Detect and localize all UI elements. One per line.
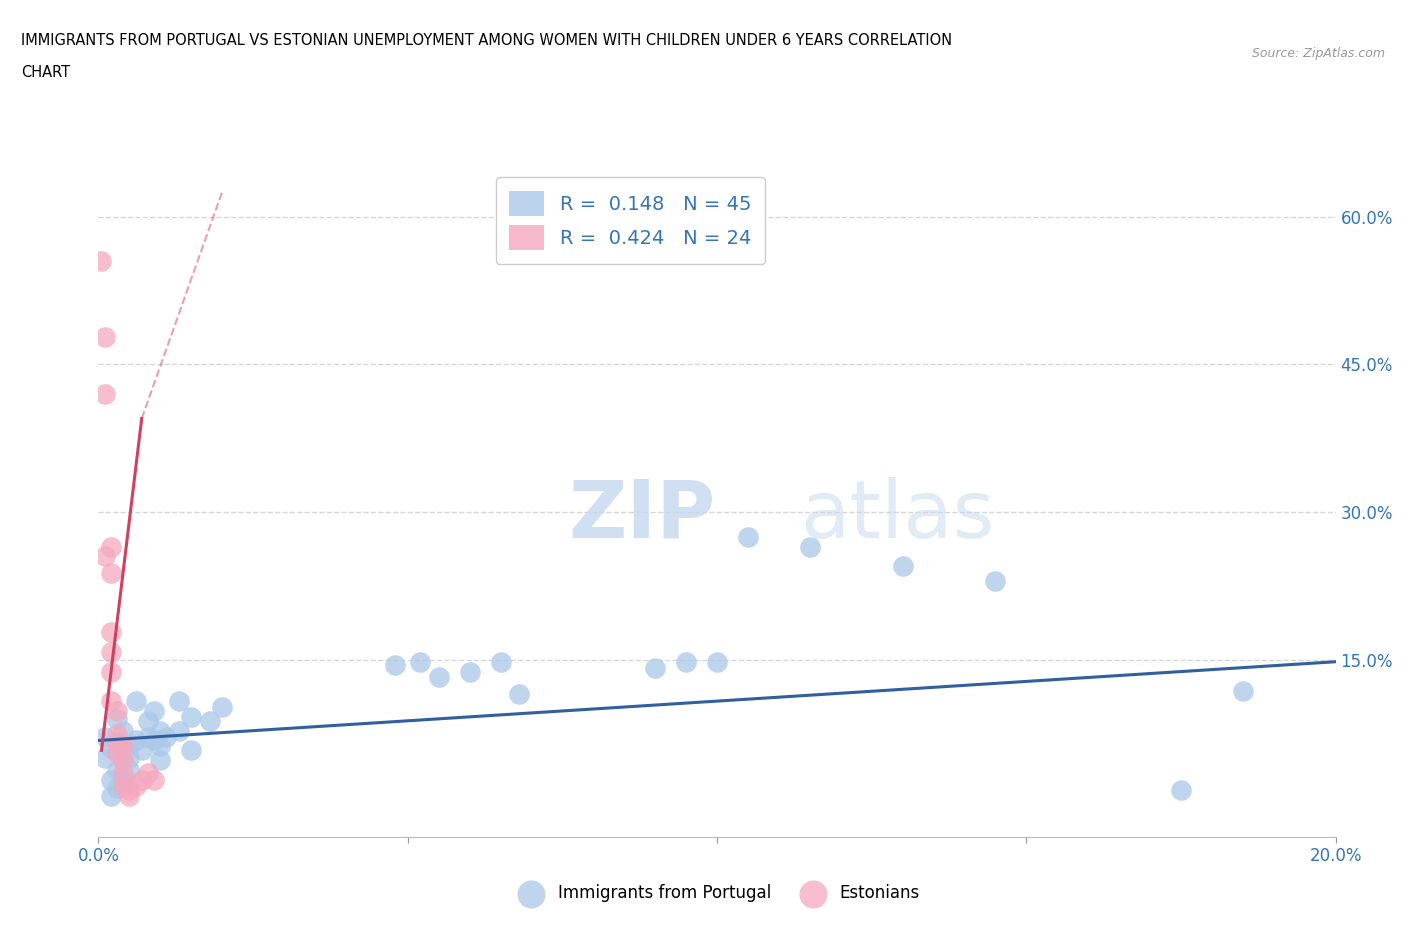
Point xyxy=(143,703,166,718)
Text: atlas: atlas xyxy=(800,476,994,554)
Point xyxy=(100,694,122,709)
Point xyxy=(112,724,135,738)
Point xyxy=(100,625,122,640)
Point xyxy=(100,565,122,580)
Point xyxy=(384,658,406,672)
Point xyxy=(105,703,128,718)
Point xyxy=(93,549,115,564)
Point xyxy=(100,644,122,659)
Point xyxy=(112,739,135,754)
Point xyxy=(100,741,122,756)
Point xyxy=(112,770,135,785)
Point xyxy=(118,751,141,765)
Point xyxy=(100,664,122,679)
Point xyxy=(118,789,141,804)
Point xyxy=(427,670,450,684)
Point xyxy=(112,778,135,793)
Point xyxy=(131,773,153,788)
Point xyxy=(180,710,202,724)
Text: IMMIGRANTS FROM PORTUGAL VS ESTONIAN UNEMPLOYMENT AMONG WOMEN WITH CHILDREN UNDE: IMMIGRANTS FROM PORTUGAL VS ESTONIAN UNE… xyxy=(21,33,952,47)
Point xyxy=(675,655,697,670)
Point xyxy=(143,733,166,748)
Point xyxy=(105,736,128,751)
Point xyxy=(118,739,141,754)
Point xyxy=(149,724,172,738)
Point xyxy=(100,789,122,804)
Legend: Immigrants from Portugal, Estonians: Immigrants from Portugal, Estonians xyxy=(508,878,927,909)
Point xyxy=(100,539,122,554)
Point xyxy=(167,694,190,709)
Point xyxy=(112,752,135,767)
Text: Source: ZipAtlas.com: Source: ZipAtlas.com xyxy=(1251,46,1385,60)
Point xyxy=(136,713,159,728)
Point xyxy=(90,254,112,269)
Point xyxy=(93,387,115,402)
Text: ZIP: ZIP xyxy=(568,476,716,554)
Point xyxy=(1232,684,1254,698)
Point xyxy=(105,726,128,741)
Point xyxy=(136,765,159,780)
Point xyxy=(131,743,153,758)
Point xyxy=(737,529,759,544)
Point xyxy=(136,729,159,744)
Point xyxy=(105,763,128,777)
Point xyxy=(112,765,135,780)
Point xyxy=(891,559,914,574)
Point xyxy=(105,780,128,795)
Point xyxy=(93,329,115,344)
Point xyxy=(984,574,1007,589)
Point xyxy=(149,752,172,767)
Point xyxy=(105,746,128,761)
Point xyxy=(706,655,728,670)
Point xyxy=(167,724,190,738)
Point xyxy=(489,655,512,670)
Point xyxy=(198,713,221,728)
Point xyxy=(1170,782,1192,797)
Point xyxy=(124,778,146,793)
Point xyxy=(112,752,135,767)
Point xyxy=(93,729,115,744)
Point xyxy=(458,664,481,679)
Point xyxy=(143,773,166,788)
Text: CHART: CHART xyxy=(21,65,70,80)
Point xyxy=(149,739,172,754)
Point xyxy=(180,743,202,758)
Point xyxy=(118,782,141,797)
Point xyxy=(118,763,141,777)
Point xyxy=(508,686,530,701)
Point xyxy=(124,694,146,709)
Point xyxy=(124,733,146,748)
Point xyxy=(799,539,821,554)
Point xyxy=(409,655,432,670)
Point xyxy=(644,660,666,675)
Point xyxy=(93,751,115,765)
Point xyxy=(155,729,177,744)
Point xyxy=(100,773,122,788)
Point xyxy=(105,711,128,726)
Point xyxy=(211,699,233,714)
